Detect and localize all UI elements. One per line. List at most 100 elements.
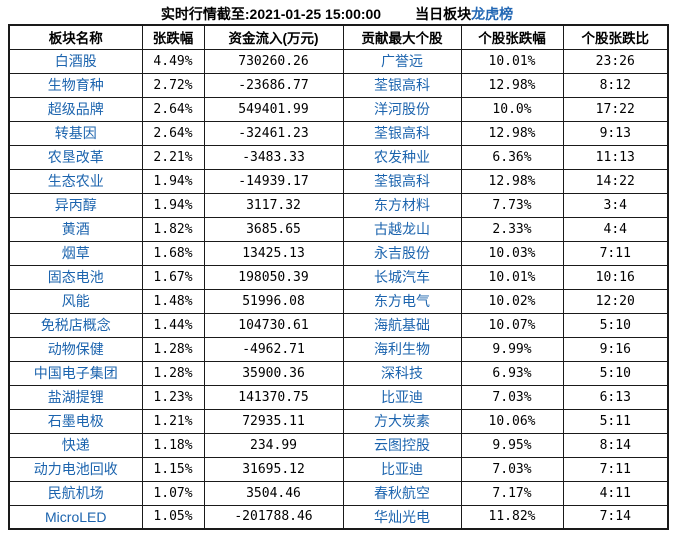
updown-ratio-cell: 5:11	[562, 408, 669, 434]
capital-inflow-cell: 234.99	[203, 432, 344, 458]
sector-name-cell[interactable]: MicroLED	[8, 504, 143, 530]
top-stock-cell[interactable]: 海航基础	[342, 312, 462, 338]
sector-name-cell[interactable]: 异丙醇	[8, 192, 143, 218]
table-row: 固态电池 1.67% 198050.39 长城汽车 10.01% 10:16	[8, 264, 669, 290]
sector-change-cell: 1.94%	[141, 192, 205, 218]
capital-inflow-cell: -32461.23	[203, 120, 344, 146]
table-row: 风能 1.48% 51996.08 东方电气 10.02% 12:20	[8, 288, 669, 314]
sector-name-cell[interactable]: 快递	[8, 432, 143, 458]
sector-name-cell[interactable]: 动物保健	[8, 336, 143, 362]
table-row: 转基因 2.64% -32461.23 荃银高科 12.98% 9:13	[8, 120, 669, 146]
sector-change-cell: 1.28%	[141, 336, 205, 362]
top-stock-cell[interactable]: 古越龙山	[342, 216, 462, 242]
stock-change-cell: 10.07%	[460, 312, 564, 338]
sector-name-cell[interactable]: 动力电池回收	[8, 456, 143, 482]
sector-change-cell: 1.18%	[141, 432, 205, 458]
stock-change-cell: 9.95%	[460, 432, 564, 458]
stock-change-cell: 7.73%	[460, 192, 564, 218]
sector-name-cell[interactable]: 超级品牌	[8, 96, 143, 122]
sector-name-cell[interactable]: 民航机场	[8, 480, 143, 506]
sector-change-cell: 1.82%	[141, 216, 205, 242]
capital-inflow-cell: 51996.08	[203, 288, 344, 314]
sector-name-cell[interactable]: 黄酒	[8, 216, 143, 242]
top-stock-cell[interactable]: 海利生物	[342, 336, 462, 362]
sector-name-cell[interactable]: 生态农业	[8, 168, 143, 194]
sector-change-cell: 1.68%	[141, 240, 205, 266]
sector-name-cell[interactable]: 白酒股	[8, 48, 143, 74]
top-stock-cell[interactable]: 荃银高科	[342, 120, 462, 146]
sector-change-cell: 1.07%	[141, 480, 205, 506]
top-stock-cell[interactable]: 比亚迪	[342, 456, 462, 482]
capital-inflow-cell: 3117.32	[203, 192, 344, 218]
updown-ratio-cell: 14:22	[562, 168, 669, 194]
updown-ratio-cell: 10:16	[562, 264, 669, 290]
top-stock-cell[interactable]: 春秋航空	[342, 480, 462, 506]
sector-name-cell[interactable]: 中国电子集团	[8, 360, 143, 386]
table-row: 动力电池回收 1.15% 31695.12 比亚迪 7.03% 7:11	[8, 456, 669, 482]
stock-change-cell: 11.82%	[460, 504, 564, 530]
top-stock-cell[interactable]: 洋河股份	[342, 96, 462, 122]
top-stock-cell[interactable]: 广誉远	[342, 48, 462, 74]
table-row: 石墨电极 1.21% 72935.11 方大炭素 10.06% 5:11	[8, 408, 669, 434]
sector-name-cell[interactable]: 风能	[8, 288, 143, 314]
sector-name-cell[interactable]: 转基因	[8, 120, 143, 146]
stock-change-cell: 10.02%	[460, 288, 564, 314]
stock-change-cell: 7.17%	[460, 480, 564, 506]
updown-ratio-cell: 12:20	[562, 288, 669, 314]
sector-name-cell[interactable]: 农垦改革	[8, 144, 143, 170]
top-stock-cell[interactable]: 东方材料	[342, 192, 462, 218]
updown-ratio-cell: 5:10	[562, 312, 669, 338]
table-row: 白酒股 4.49% 730260.26 广誉远 10.01% 23:26	[8, 48, 669, 74]
sector-name-cell[interactable]: 石墨电极	[8, 408, 143, 434]
col-header-sector-change: 张跌幅	[141, 24, 205, 50]
capital-inflow-cell: 730260.26	[203, 48, 344, 74]
top-stock-cell[interactable]: 农发种业	[342, 144, 462, 170]
col-header-sector-name: 板块名称	[8, 24, 143, 50]
sector-name-cell[interactable]: 免税店概念	[8, 312, 143, 338]
stock-change-cell: 9.99%	[460, 336, 564, 362]
table-row: 免税店概念 1.44% 104730.61 海航基础 10.07% 5:10	[8, 312, 669, 338]
table-body: 白酒股 4.49% 730260.26 广誉远 10.01% 23:26 生物育种 2.72%…	[8, 48, 669, 530]
capital-inflow-cell: 198050.39	[203, 264, 344, 290]
col-header-updown-ratio: 个股张跌比	[562, 24, 669, 50]
table-row: 烟草 1.68% 13425.13 永吉股份 10.03% 7:11	[8, 240, 669, 266]
sector-change-cell: 2.72%	[141, 72, 205, 98]
sector-name-cell[interactable]: 盐湖提锂	[8, 384, 143, 410]
sector-change-cell: 1.23%	[141, 384, 205, 410]
board-title-prefix: 当日板块	[415, 6, 472, 22]
top-stock-cell[interactable]: 永吉股份	[342, 240, 462, 266]
table-row: 生态农业 1.94% -14939.17 荃银高科 12.98% 14:22	[8, 168, 669, 194]
stock-change-cell: 12.98%	[460, 120, 564, 146]
sector-name-cell[interactable]: 固态电池	[8, 264, 143, 290]
top-stock-cell[interactable]: 东方电气	[342, 288, 462, 314]
capital-inflow-cell: 3685.65	[203, 216, 344, 242]
stock-change-cell: 10.03%	[460, 240, 564, 266]
sector-name-cell[interactable]: 烟草	[8, 240, 143, 266]
stock-change-cell: 7.03%	[460, 456, 564, 482]
top-stock-cell[interactable]: 长城汽车	[342, 264, 462, 290]
top-stock-cell[interactable]: 华灿光电	[342, 504, 462, 530]
table-row: 黄酒 1.82% 3685.65 古越龙山 2.33% 4:4	[8, 216, 669, 242]
capital-inflow-cell: -3483.33	[203, 144, 344, 170]
sector-change-cell: 2.21%	[141, 144, 205, 170]
sector-change-cell: 1.44%	[141, 312, 205, 338]
sector-change-cell: 1.15%	[141, 456, 205, 482]
capital-inflow-cell: 72935.11	[203, 408, 344, 434]
title-bar: 实时行情截至:2021-01-25 15:00:00 当日板块龙虎榜	[0, 0, 674, 24]
sector-board-table: 板块名称 张跌幅 资金流入(万元) 贡献最大个股 个股张跌幅 个股张跌比 白酒股…	[8, 24, 669, 530]
top-stock-cell[interactable]: 深科技	[342, 360, 462, 386]
sector-change-cell: 1.94%	[141, 168, 205, 194]
board-title-link[interactable]: 龙虎榜	[471, 6, 514, 22]
table-row: 盐湖提锂 1.23% 141370.75 比亚迪 7.03% 6:13	[8, 384, 669, 410]
top-stock-cell[interactable]: 荃银高科	[342, 72, 462, 98]
top-stock-cell[interactable]: 云图控股	[342, 432, 462, 458]
updown-ratio-cell: 7:11	[562, 240, 669, 266]
updown-ratio-cell: 17:22	[562, 96, 669, 122]
sector-name-cell[interactable]: 生物育种	[8, 72, 143, 98]
top-stock-cell[interactable]: 比亚迪	[342, 384, 462, 410]
updown-ratio-cell: 3:4	[562, 192, 669, 218]
top-stock-cell[interactable]: 方大炭素	[342, 408, 462, 434]
updown-ratio-cell: 6:13	[562, 384, 669, 410]
capital-inflow-cell: 35900.36	[203, 360, 344, 386]
top-stock-cell[interactable]: 荃银高科	[342, 168, 462, 194]
